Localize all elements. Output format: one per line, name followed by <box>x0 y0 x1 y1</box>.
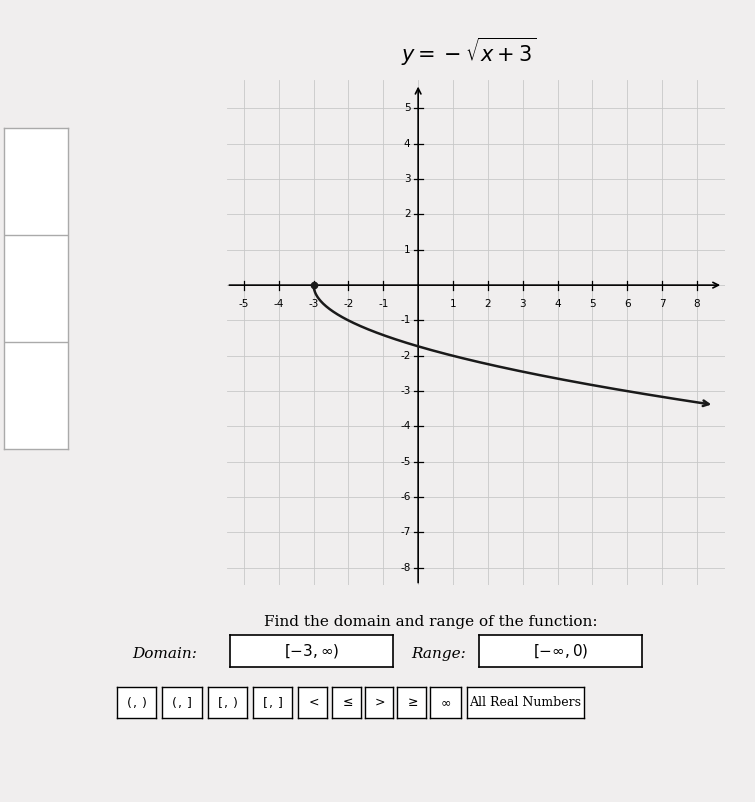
Text: 2: 2 <box>404 209 411 220</box>
Text: 1: 1 <box>404 245 411 255</box>
Text: -1: -1 <box>400 315 411 326</box>
Text: 8: 8 <box>694 298 700 309</box>
Text: $\infty$: $\infty$ <box>440 696 451 709</box>
Text: $(\,,\,)$: $(\,,\,)$ <box>126 695 147 710</box>
Text: -2: -2 <box>344 298 353 309</box>
Text: Domain:: Domain: <box>132 646 197 661</box>
Text: -4: -4 <box>273 298 284 309</box>
Text: 4: 4 <box>554 298 561 309</box>
Text: -3: -3 <box>400 386 411 396</box>
Text: -5: -5 <box>239 298 249 309</box>
Text: 4: 4 <box>404 139 411 149</box>
Text: -4: -4 <box>400 422 411 431</box>
Text: $[-3,\infty)$: $[-3,\infty)$ <box>284 642 339 660</box>
Text: $y = -\sqrt{x+3}$: $y = -\sqrt{x+3}$ <box>401 36 535 68</box>
Text: Range:: Range: <box>411 646 467 661</box>
Text: 2: 2 <box>485 298 492 309</box>
Text: $\geq$: $\geq$ <box>405 696 418 709</box>
Text: -1: -1 <box>378 298 389 309</box>
Text: 3: 3 <box>519 298 526 309</box>
Text: -3: -3 <box>309 298 319 309</box>
Text: $[\,,\,]$: $[\,,\,]$ <box>262 695 283 710</box>
Text: $\leq$: $\leq$ <box>340 696 353 709</box>
Text: -7: -7 <box>400 528 411 537</box>
Text: -2: -2 <box>400 350 411 361</box>
Text: $<$: $<$ <box>306 696 319 709</box>
Text: $[\,,\,)$: $[\,,\,)$ <box>217 695 238 710</box>
Text: $[-\infty,0)$: $[-\infty,0)$ <box>533 642 588 660</box>
Text: -5: -5 <box>400 457 411 467</box>
Text: 3: 3 <box>404 174 411 184</box>
Text: $(\,,\,]$: $(\,,\,]$ <box>171 695 193 710</box>
Text: 5: 5 <box>404 103 411 113</box>
Text: 7: 7 <box>659 298 665 309</box>
Text: All Real Numbers: All Real Numbers <box>469 696 581 709</box>
Text: Find the domain and range of the function:: Find the domain and range of the functio… <box>264 614 598 629</box>
Text: -6: -6 <box>400 492 411 502</box>
Text: -8: -8 <box>400 563 411 573</box>
Text: 6: 6 <box>624 298 630 309</box>
Text: 1: 1 <box>450 298 456 309</box>
Text: 5: 5 <box>589 298 596 309</box>
Text: $>$: $>$ <box>372 696 386 709</box>
